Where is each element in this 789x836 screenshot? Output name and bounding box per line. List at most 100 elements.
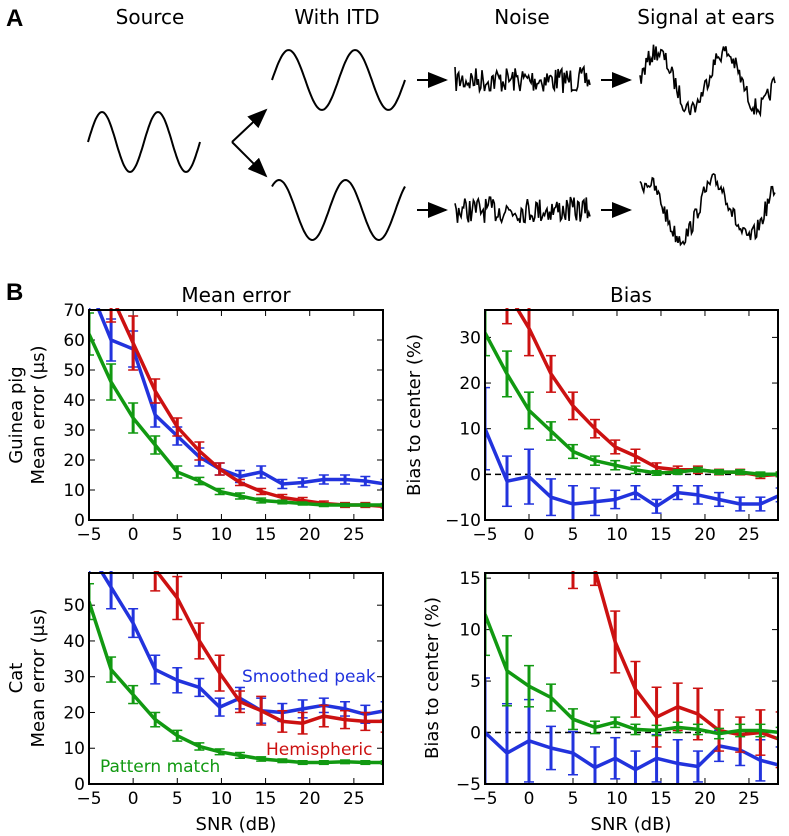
x-tick-label: 15 — [650, 525, 672, 545]
series-line-hemispheric — [154, 571, 383, 725]
y-tick-label: 30 — [63, 668, 85, 688]
column-title-mean-error: Mean error — [181, 283, 291, 307]
y-tick-label: 0 — [470, 465, 481, 485]
y-tick-label: 10 — [459, 621, 481, 641]
x-tick-label: 25 — [738, 525, 760, 545]
x-tick-label: 20 — [299, 789, 321, 809]
series-line-smoothed-peak — [96, 308, 383, 486]
y-tick-label: 20 — [459, 374, 481, 394]
annotation-pattern-match: Pattern match — [100, 757, 220, 777]
itd-sine-wave-left — [271, 49, 406, 111]
panel-a-label: A — [6, 5, 23, 32]
y-tick-label: 20 — [63, 703, 85, 723]
y-tick-label: 40 — [63, 391, 85, 411]
xlabel-cat-bias: SNR (dB) — [591, 814, 672, 835]
stage-noise-label: Noise — [494, 5, 549, 29]
plot-area — [89, 571, 383, 766]
x-tick-label: 25 — [343, 525, 365, 545]
x-tick-label: 10 — [211, 525, 233, 545]
x-tick-label: −5 — [472, 525, 497, 545]
x-tick-label: 0 — [524, 525, 535, 545]
x-tick-label: 15 — [255, 525, 277, 545]
y-tick-label: 10 — [63, 739, 85, 759]
x-tick-label: 20 — [694, 789, 716, 809]
y-tick-label: 15 — [459, 569, 481, 589]
panel-b-label: B — [6, 279, 23, 306]
y-tick-label: −10 — [445, 511, 481, 531]
ylabel-gp-mean-error: Mean error (μs) — [28, 346, 49, 485]
ylabel-cat-mean-error: Mean error (μs) — [28, 609, 49, 748]
signal-at-ears-trace — [639, 44, 776, 118]
series-line-hemispheric — [514, 308, 778, 478]
x-tick-label: 20 — [299, 525, 321, 545]
series-line-pattern-match — [485, 331, 778, 477]
y-tick-label: 0 — [74, 775, 85, 795]
y-tick-label: −5 — [456, 775, 481, 795]
x-tick-label: −5 — [76, 525, 101, 545]
chart-guinea-pig-bias: −5 0 5 10 15 20 25 −10 0 10 20 30 — [445, 308, 779, 545]
axes-frame — [88, 572, 384, 785]
x-tick-label: 5 — [568, 525, 579, 545]
axes-frame — [484, 572, 779, 785]
row-label-guinea-pig: Guinea pig — [6, 366, 27, 463]
split-arrow-up — [231, 108, 268, 143]
series-line-smoothed-peak — [485, 731, 778, 772]
split-arrow-down — [231, 141, 268, 178]
x-tick-label: 15 — [650, 789, 672, 809]
annotation-smoothed-peak: Smoothed peak — [242, 667, 376, 687]
y-tick-label: 0 — [470, 724, 481, 744]
x-tick-label: 10 — [606, 789, 628, 809]
x-tick-label: 25 — [738, 789, 760, 809]
x-tick-label: −5 — [472, 789, 497, 809]
x-tick-label: 0 — [128, 525, 139, 545]
x-tick-label: 15 — [255, 789, 277, 809]
noise-trace — [454, 64, 591, 95]
y-tick-label: 50 — [63, 361, 85, 381]
y-tick-label: 0 — [74, 511, 85, 531]
annotation-hemispheric: Hemispheric — [266, 740, 372, 760]
y-tick-label: 40 — [63, 632, 85, 652]
x-tick-label: 0 — [524, 789, 535, 809]
axes-frame — [484, 309, 779, 521]
plot-area — [89, 308, 383, 509]
xlabel-cat-mean-error: SNR (dB) — [196, 814, 277, 835]
noise-trace — [454, 196, 591, 225]
column-title-bias: Bias — [610, 283, 652, 307]
y-tick-label: 60 — [63, 331, 85, 351]
signal-at-ears-trace — [639, 172, 776, 247]
x-tick-label: −5 — [76, 789, 101, 809]
x-tick-label: 10 — [606, 525, 628, 545]
series-line-pattern-match — [89, 333, 383, 507]
y-tick-label: 70 — [63, 301, 85, 321]
itd-sine-wave-right — [271, 178, 406, 242]
plot-area — [485, 571, 778, 784]
x-tick-label: 5 — [172, 789, 183, 809]
source-sine-wave — [87, 111, 201, 173]
series-line-pattern-match — [89, 601, 383, 765]
x-tick-label: 5 — [568, 789, 579, 809]
y-tick-label: 50 — [63, 596, 85, 616]
y-tick-label: 10 — [459, 420, 481, 440]
y-tick-label: 5 — [470, 672, 481, 692]
ylabel-gp-bias: Bias to center (%) — [404, 334, 425, 496]
plot-area — [485, 308, 778, 520]
signal-schematic — [87, 44, 776, 247]
x-tick-label: 0 — [128, 789, 139, 809]
x-tick-label: 25 — [343, 789, 365, 809]
ylabel-cat-bias: Bias to center (%) — [422, 597, 443, 759]
y-tick-label: 20 — [63, 451, 85, 471]
stage-ears-label: Signal at ears — [637, 5, 774, 29]
row-label-cat: Cat — [6, 663, 27, 694]
x-tick-label: 10 — [211, 789, 233, 809]
y-tick-label: 10 — [63, 481, 85, 501]
x-tick-label: 20 — [694, 525, 716, 545]
series-line-smoothed-peak — [485, 428, 778, 509]
y-tick-label: 30 — [459, 328, 481, 348]
series-line-pattern-match — [485, 613, 778, 736]
chart-cat-bias: −5 0 5 10 15 20 25 −5 0 5 10 15 — [456, 569, 779, 809]
x-tick-label: 5 — [172, 525, 183, 545]
axes-frame — [88, 309, 384, 521]
